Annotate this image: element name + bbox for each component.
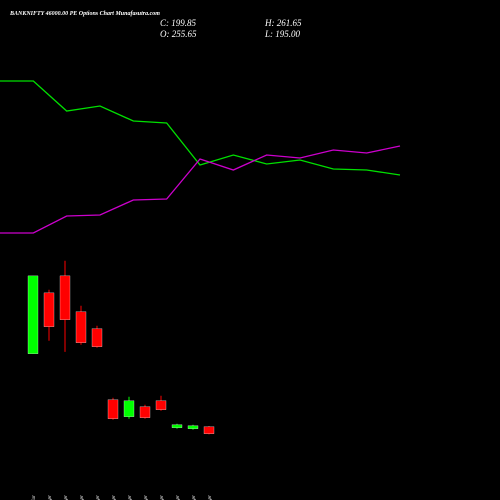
x-tick-label: 08 Apr: [112, 495, 117, 500]
x-tick-label: 15 Apr: [176, 495, 181, 500]
candle-body: [91, 328, 103, 347]
candle-body: [187, 425, 199, 429]
candle-body: [171, 424, 183, 428]
x-tick-label: 02 Apr: [64, 495, 69, 500]
x-tick-label: 10 Apr: [144, 495, 149, 500]
candle-body: [139, 406, 151, 418]
close-label: C: 199.85: [160, 18, 197, 28]
candle-body: [107, 399, 119, 419]
x-tick-label: 06 Apr: [80, 495, 85, 500]
candle-body: [59, 275, 71, 320]
x-tick-label: 09 Apr: [128, 495, 133, 500]
x-tick-label: 07 Apr: [96, 495, 101, 500]
candle-body: [123, 400, 135, 417]
candle-body: [75, 311, 87, 343]
candle-body: [43, 292, 55, 327]
x-tick-label: 13 Apr: [160, 495, 165, 500]
chart-title: BANKNIFTY 46000.00 PE Options Chart Muna…: [9, 11, 160, 17]
high-label: H: 261.65: [264, 18, 302, 28]
candle-body: [155, 400, 167, 410]
candle-body: [27, 275, 39, 354]
x-tick-label: 17 Apr: [208, 495, 213, 500]
line-series: [0, 145, 401, 234]
low-label: L: 195.00: [264, 29, 301, 39]
candle-body: [203, 426, 215, 434]
line-series: [0, 80, 401, 176]
x-tick-label: 16 Apr: [192, 495, 197, 500]
x-tick-label: 01 Apr: [48, 495, 53, 500]
x-tick-label: 20 Mar: [32, 495, 37, 500]
open-label: O: 255.65: [160, 29, 197, 39]
